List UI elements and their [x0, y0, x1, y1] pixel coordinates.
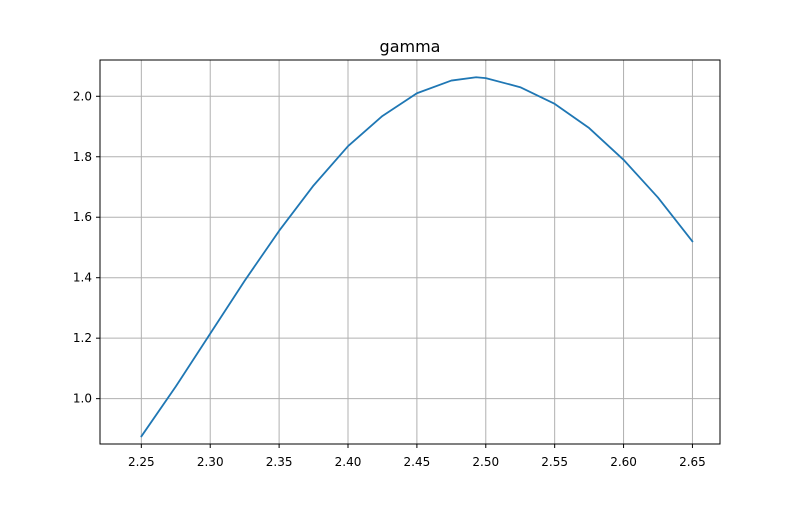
- x-tick-label: 2.45: [404, 455, 431, 469]
- y-tick-label: 1.0: [73, 392, 92, 406]
- x-tick-label: 2.50: [472, 455, 499, 469]
- axis-ticks: 2.25 2.30 2.35 2.40 2.45 2.50 2.55 2.60 2.65 1.0 1…: [73, 89, 706, 469]
- y-tick-label: 1.8: [73, 150, 92, 164]
- y-tick-label: 2.0: [73, 89, 92, 103]
- x-tick-label: 2.25: [128, 455, 155, 469]
- y-tick-label: 1.6: [73, 210, 92, 224]
- grid-lines: [100, 60, 720, 444]
- y-tick-label: 1.2: [73, 331, 92, 345]
- chart-title: gamma: [380, 37, 441, 56]
- x-tick-label: 2.60: [610, 455, 637, 469]
- x-tick-label: 2.65: [679, 455, 706, 469]
- series-layer: [140, 76, 694, 438]
- x-tick-label: 2.40: [335, 455, 362, 469]
- x-tick-label: 2.55: [541, 455, 568, 469]
- gamma-line: [140, 76, 694, 438]
- plot-frame: [99, 59, 721, 445]
- x-tick-label: 2.35: [266, 455, 293, 469]
- y-tick-label: 1.4: [73, 271, 92, 285]
- x-tick-label: 2.30: [197, 455, 224, 469]
